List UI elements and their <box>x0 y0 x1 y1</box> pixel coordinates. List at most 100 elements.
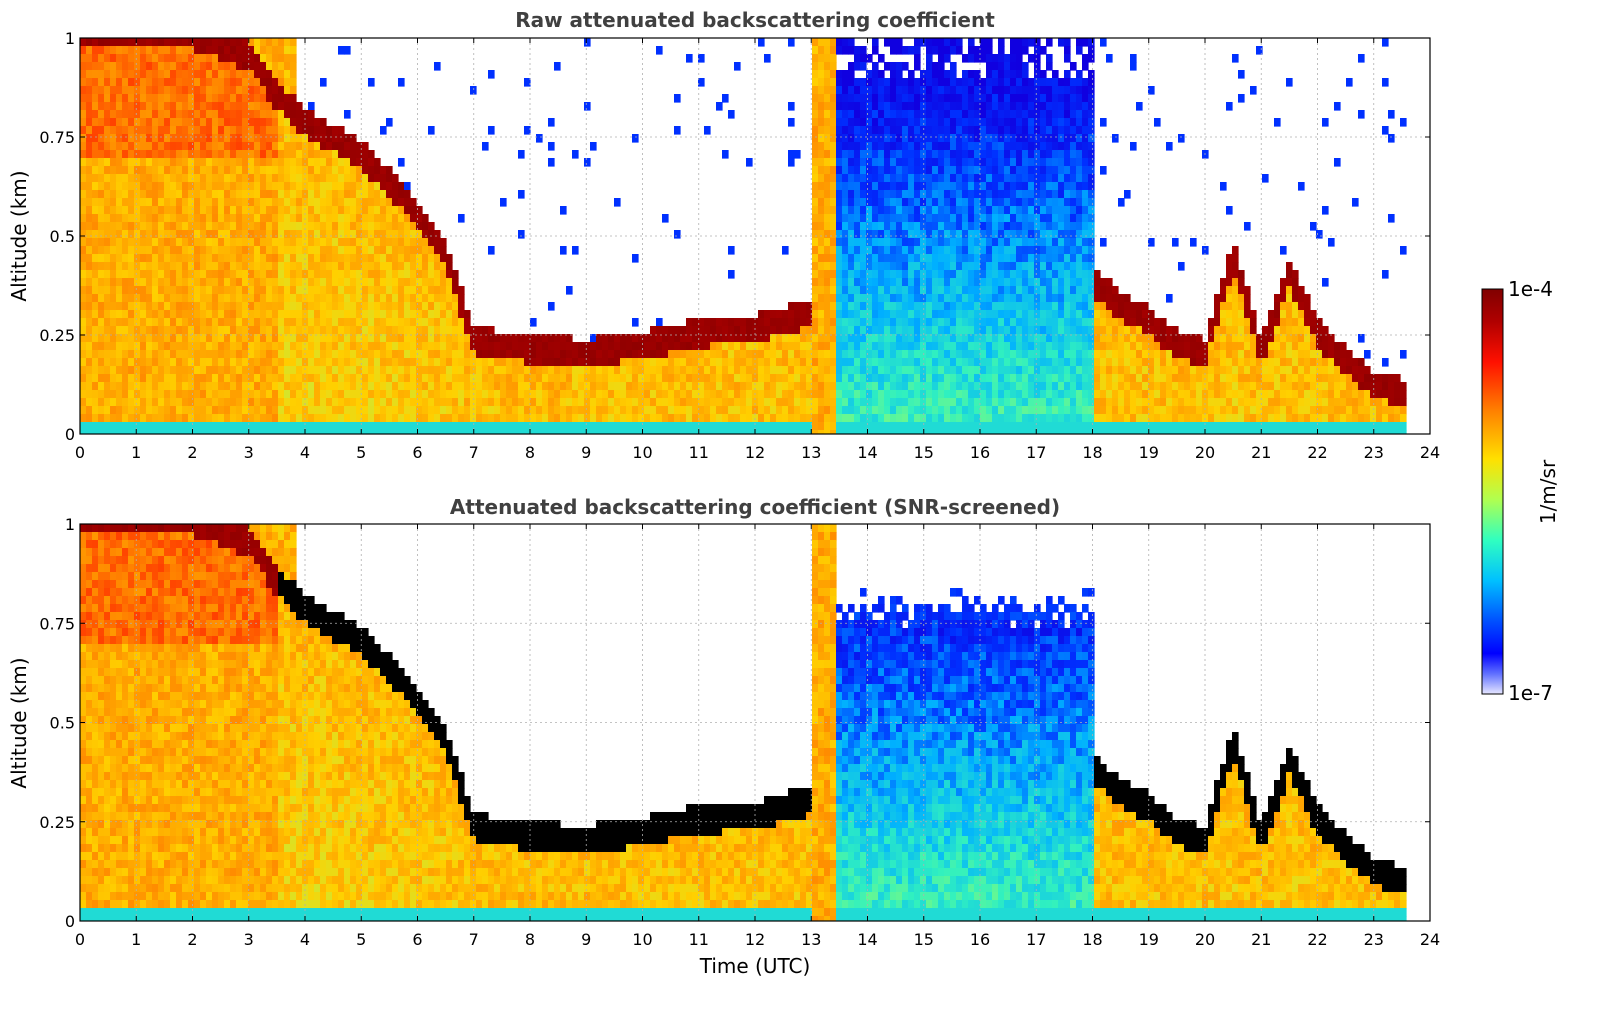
heatmap-cell <box>170 414 177 423</box>
heatmap-cell <box>350 278 357 287</box>
heatmap-cell <box>836 214 843 223</box>
heatmap-cell <box>428 230 435 239</box>
heatmap-cell <box>890 422 897 431</box>
heatmap-cell <box>974 390 981 399</box>
heatmap-cell <box>272 182 279 191</box>
heatmap-cell <box>950 134 957 143</box>
heatmap-cell <box>968 374 975 383</box>
heatmap-cell <box>266 342 273 351</box>
heatmap-cell <box>950 174 957 183</box>
heatmap-cell <box>218 126 225 135</box>
heatmap-cell <box>284 302 291 311</box>
heatmap-cell <box>674 126 681 135</box>
heatmap-cell <box>128 110 135 119</box>
heatmap-cell <box>338 422 345 431</box>
heatmap-cell <box>254 254 261 263</box>
heatmap-cell <box>824 414 831 423</box>
heatmap-cell <box>758 430 765 434</box>
heatmap-cell <box>338 390 345 399</box>
heatmap-cell <box>578 374 585 383</box>
heatmap-cell <box>302 358 309 367</box>
heatmap-cell <box>116 414 123 423</box>
heatmap-cell <box>200 390 207 399</box>
heatmap-cell <box>932 326 939 335</box>
heatmap-cell <box>230 422 237 431</box>
heatmap-cell <box>98 350 105 359</box>
heatmap-cell <box>224 38 231 47</box>
heatmap-cell <box>392 350 399 359</box>
heatmap-cell <box>104 270 111 279</box>
heatmap-cell <box>926 158 933 167</box>
heatmap-cell <box>962 78 969 87</box>
heatmap-cell <box>224 350 231 359</box>
heatmap-cell <box>308 222 315 231</box>
heatmap-cell <box>506 366 513 375</box>
heatmap-cell <box>146 302 153 311</box>
heatmap-cell <box>98 334 105 343</box>
heatmap-cell <box>518 430 525 434</box>
heatmap-cell <box>404 286 411 295</box>
heatmap-cell <box>938 294 945 303</box>
heatmap-cell <box>848 86 855 95</box>
heatmap-cell <box>830 118 837 127</box>
heatmap-cell <box>566 414 573 423</box>
heatmap-cell <box>176 166 183 175</box>
heatmap-cell <box>764 310 771 319</box>
heatmap-cell <box>446 414 453 423</box>
heatmap-cell <box>662 358 669 367</box>
heatmap-cell <box>254 110 261 119</box>
heatmap-cell <box>182 430 189 434</box>
heatmap-cell <box>890 390 897 399</box>
heatmap-cell <box>938 286 945 295</box>
heatmap-cell <box>230 118 237 127</box>
heatmap-cell <box>434 414 441 423</box>
heatmap-cell <box>80 78 87 87</box>
heatmap-cell <box>806 334 813 343</box>
heatmap-cell <box>122 254 129 263</box>
heatmap-cell <box>926 110 933 119</box>
heatmap-cell <box>380 430 387 434</box>
heatmap-cell <box>758 310 765 319</box>
heatmap-cell <box>182 318 189 327</box>
heatmap-cell <box>884 294 891 303</box>
heatmap-cell <box>416 318 423 327</box>
heatmap-cell <box>278 78 285 87</box>
heatmap-cell <box>788 158 795 167</box>
heatmap-cell <box>812 46 819 55</box>
heatmap-cell <box>902 230 909 239</box>
heatmap-cell <box>746 406 753 415</box>
heatmap-cell <box>626 334 633 343</box>
heatmap-cell <box>104 198 111 207</box>
heatmap-cell <box>194 78 201 87</box>
heatmap-cell <box>944 406 951 415</box>
heatmap-cell <box>812 262 819 271</box>
heatmap-cell <box>908 382 915 391</box>
heatmap-cell <box>110 86 117 95</box>
heatmap-cell <box>902 270 909 279</box>
heatmap-cell <box>332 430 339 434</box>
heatmap-cell <box>686 414 693 423</box>
heatmap-cell <box>668 422 675 431</box>
heatmap-cell <box>374 422 381 431</box>
heatmap-cell <box>470 366 477 375</box>
heatmap-cell <box>830 78 837 87</box>
heatmap-cell <box>854 158 861 167</box>
heatmap-cell <box>200 166 207 175</box>
heatmap-cell <box>878 286 885 295</box>
heatmap-cell <box>950 374 957 383</box>
heatmap-cell <box>236 414 243 423</box>
heatmap-cell <box>410 262 417 271</box>
heatmap-cell <box>248 254 255 263</box>
heatmap-cell <box>740 422 747 431</box>
heatmap-cell <box>152 254 159 263</box>
heatmap-cell <box>788 326 795 335</box>
heatmap-cell <box>230 278 237 287</box>
heatmap-cell <box>356 342 363 351</box>
heatmap-cell <box>332 134 339 143</box>
heatmap-cell <box>848 78 855 87</box>
heatmap-cell <box>86 118 93 127</box>
heatmap-cell <box>962 206 969 215</box>
heatmap-cell <box>866 158 873 167</box>
heatmap-cell <box>308 430 315 434</box>
heatmap-cell <box>356 334 363 343</box>
